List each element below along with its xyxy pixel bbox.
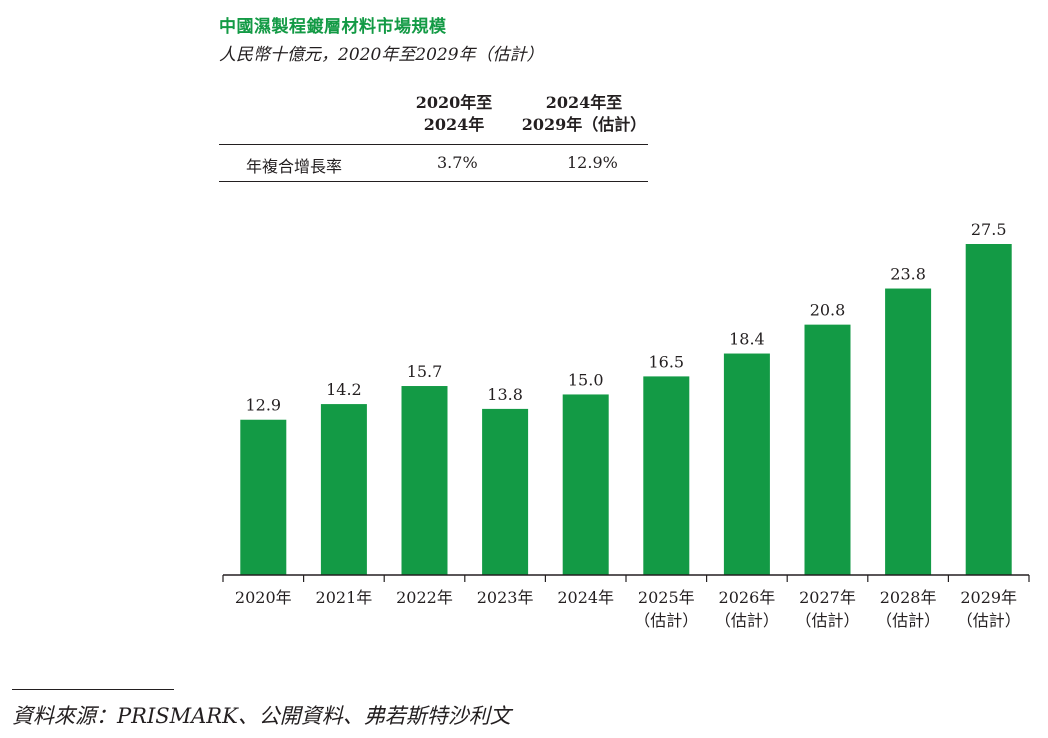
- cagr-col2-header-line1: 2024年至: [545, 93, 623, 112]
- x-tick-label: 2026年: [719, 588, 776, 607]
- cagr-table: 2020年至 2024年 2024年至 2029年（估計） 年複合增長率 3.7…: [219, 90, 648, 182]
- x-tick-label: 2028年: [880, 588, 937, 607]
- data-label: 16.5: [648, 352, 684, 371]
- bar: [804, 324, 851, 575]
- x-tick-label: 2025年: [638, 588, 695, 607]
- chart-subtitle: 人民幣十億元，2020年至2029年（估計）: [219, 45, 544, 65]
- source-note: 資料來源：PRISMARK、公開資料、弗若斯特沙利文: [12, 700, 511, 730]
- data-label: 23.8: [890, 265, 926, 284]
- bar: [482, 408, 529, 575]
- cagr-col1-header-line1: 2020年至: [415, 93, 493, 112]
- x-tick-label: （估計）: [876, 611, 940, 630]
- x-tick-label: 2029年: [960, 588, 1017, 607]
- data-label: 14.2: [326, 380, 362, 399]
- data-label: 18.4: [729, 330, 765, 349]
- cagr-col1-header: 2020年至 2024年: [404, 92, 504, 136]
- cagr-table-row: 年複合增長率 3.7% 12.9%: [219, 145, 648, 182]
- x-tick-label: 2024年: [557, 588, 614, 607]
- data-label: 15.7: [407, 362, 443, 381]
- chart-title: 中國濕製程鍍層材料市場規模: [219, 17, 447, 37]
- x-tick-label: （估計）: [957, 611, 1021, 630]
- bar: [320, 404, 367, 575]
- source-divider: [12, 689, 174, 690]
- cagr-col2-value: 12.9%: [567, 153, 618, 172]
- bar: [401, 386, 448, 575]
- cagr-col2-header-line2: 2029年（估計）: [521, 115, 647, 134]
- cagr-row-label: 年複合增長率: [246, 157, 343, 176]
- bar: [643, 376, 690, 575]
- cagr-col1-header-line2: 2024年: [423, 115, 485, 134]
- x-tick-label: （估計）: [715, 611, 779, 630]
- data-label: 27.5: [971, 220, 1007, 239]
- x-tick-label: 2020年: [235, 588, 292, 607]
- x-tick-label: 2023年: [477, 588, 534, 607]
- bar: [965, 244, 1012, 575]
- data-label: 15.0: [568, 370, 604, 389]
- x-tick-label: 2027年: [799, 588, 856, 607]
- bar: [240, 419, 287, 575]
- source-label: 資料來源：: [12, 704, 117, 728]
- bar: [723, 353, 770, 575]
- source-text: PRISMARK、公開資料、弗若斯特沙利文: [117, 704, 511, 728]
- x-tick-label: 2022年: [396, 588, 453, 607]
- x-tick-label: （估計）: [634, 611, 698, 630]
- bar: [885, 288, 932, 575]
- cagr-table-header: 2020年至 2024年 2024年至 2029年（估計）: [219, 90, 648, 145]
- data-label: 12.9: [245, 396, 281, 415]
- cagr-col1-value: 3.7%: [437, 153, 478, 172]
- cagr-col2-header: 2024年至 2029年（估計）: [514, 92, 654, 136]
- bar: [562, 394, 609, 575]
- data-label: 13.8: [487, 385, 523, 404]
- data-label: 20.8: [810, 301, 846, 320]
- x-tick-label: （估計）: [795, 611, 859, 630]
- x-tick-label: 2021年: [316, 588, 373, 607]
